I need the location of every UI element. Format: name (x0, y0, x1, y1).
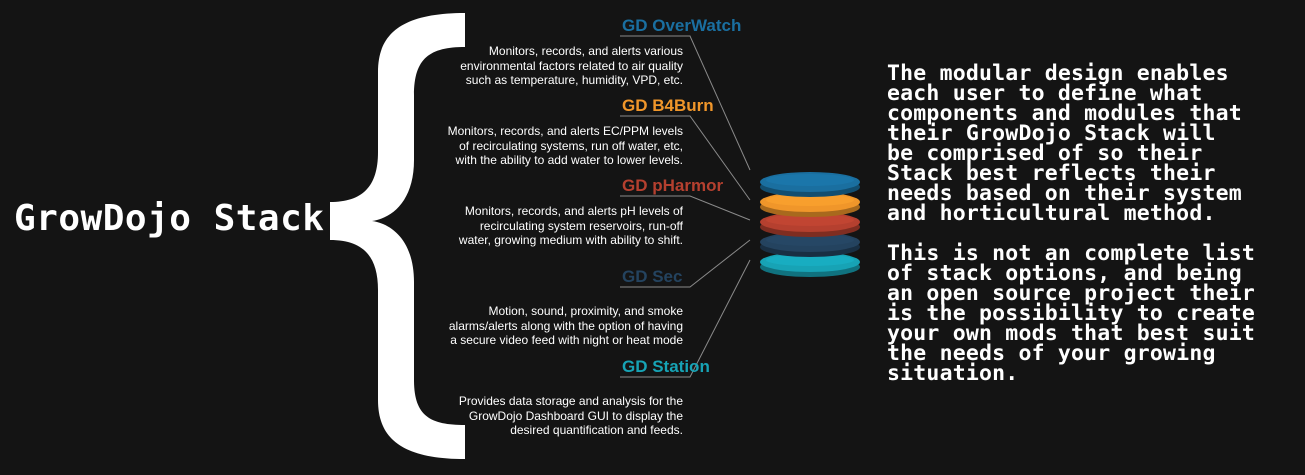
description-line: alarms/alerts along with the option of h… (448, 318, 683, 333)
description-line: Provides data storage and analysis for t… (458, 394, 683, 408)
side-line: and horticultural method. (887, 201, 1216, 226)
side-line: your own mods that best suit (887, 321, 1256, 346)
side-line: is the possibility to create (887, 301, 1256, 326)
module-description-gd-b4burn: Monitors, records, and alerts EC/PPM lev… (383, 124, 683, 168)
module-name-gd-pharmor: GD pHarmor (622, 176, 724, 195)
description-line: recirculating system reservoirs, run-off (479, 218, 683, 233)
description-line: Monitors, records, and alerts EC/PPM lev… (447, 124, 683, 138)
connector-gd-pharmor (620, 195, 751, 221)
description-line: GrowDojo Dashboard GUI to display the (468, 408, 683, 423)
description-line: Monitors, records, and alerts various (488, 44, 683, 58)
description-line: water, growing medium with ability to sh… (458, 233, 683, 247)
stack-layer-gd-pharmor (760, 212, 860, 237)
side-line: Stack best reflects their (887, 161, 1216, 186)
side-line: This is not an complete list (887, 241, 1256, 266)
description-line: such as temperature, humidity, VPD, etc. (465, 73, 683, 87)
connector-gd-b4burn (620, 115, 751, 201)
side-line: the needs of your growing (887, 341, 1216, 366)
stack-title: GrowDojo Stack (14, 198, 325, 239)
description-line: a secure video feed with night or heat m… (450, 333, 683, 347)
side-line: situation. (887, 361, 1019, 386)
stack-layers (760, 172, 860, 277)
module-description-gd-station: Provides data storage and analysis for t… (383, 394, 683, 438)
module-name-gd-sec: GD Sec (622, 267, 683, 286)
stack-layer-gd-station (760, 252, 860, 277)
module-name-gd-b4burn: GD B4Burn (622, 96, 714, 115)
stack-layer-gd-overwatch (760, 172, 860, 197)
module-description-gd-overwatch: Monitors, records, and alerts various env… (383, 44, 683, 88)
connector-gd-sec (620, 239, 751, 288)
side-line: an open source project their (887, 281, 1256, 306)
description-line: with the ability to add water to lower l… (455, 153, 683, 167)
side-line: each user to define what (887, 81, 1203, 106)
connector-gd-overwatch (620, 35, 751, 171)
side-line: components and modules that (887, 101, 1242, 126)
connector-gd-station (620, 259, 751, 378)
stack-layer-gd-sec (760, 232, 860, 257)
side-description: The modular design enables each user to … (887, 61, 1297, 386)
side-line: The modular design enables (887, 61, 1229, 86)
side-line: their GrowDojo Stack will (887, 121, 1216, 146)
side-line: be comprised of so their (887, 141, 1203, 166)
stack-layer-gd-b4burn (760, 192, 860, 217)
side-line: needs based on their system (887, 181, 1242, 206)
description-line: desired quantification and feeds. (510, 423, 683, 437)
module-name-gd-station: GD Station (622, 357, 710, 376)
curly-brace (330, 13, 465, 459)
description-line: Motion, sound, proximity, and smoke (488, 304, 683, 318)
module-description-gd-sec: Motion, sound, proximity, and smoke alarm… (383, 304, 683, 348)
module-name-gd-overwatch: GD OverWatch (622, 16, 742, 35)
module-description-gd-pharmor: Monitors, records, and alerts pH levels … (383, 204, 683, 248)
connector-lines (620, 35, 751, 378)
description-line: environmental factors related to air qua… (460, 58, 683, 73)
side-line: of stack options, and being (887, 261, 1242, 286)
description-line: of recirculating systems, run off water,… (459, 138, 683, 153)
description-line: Monitors, records, and alerts pH levels … (464, 204, 683, 218)
